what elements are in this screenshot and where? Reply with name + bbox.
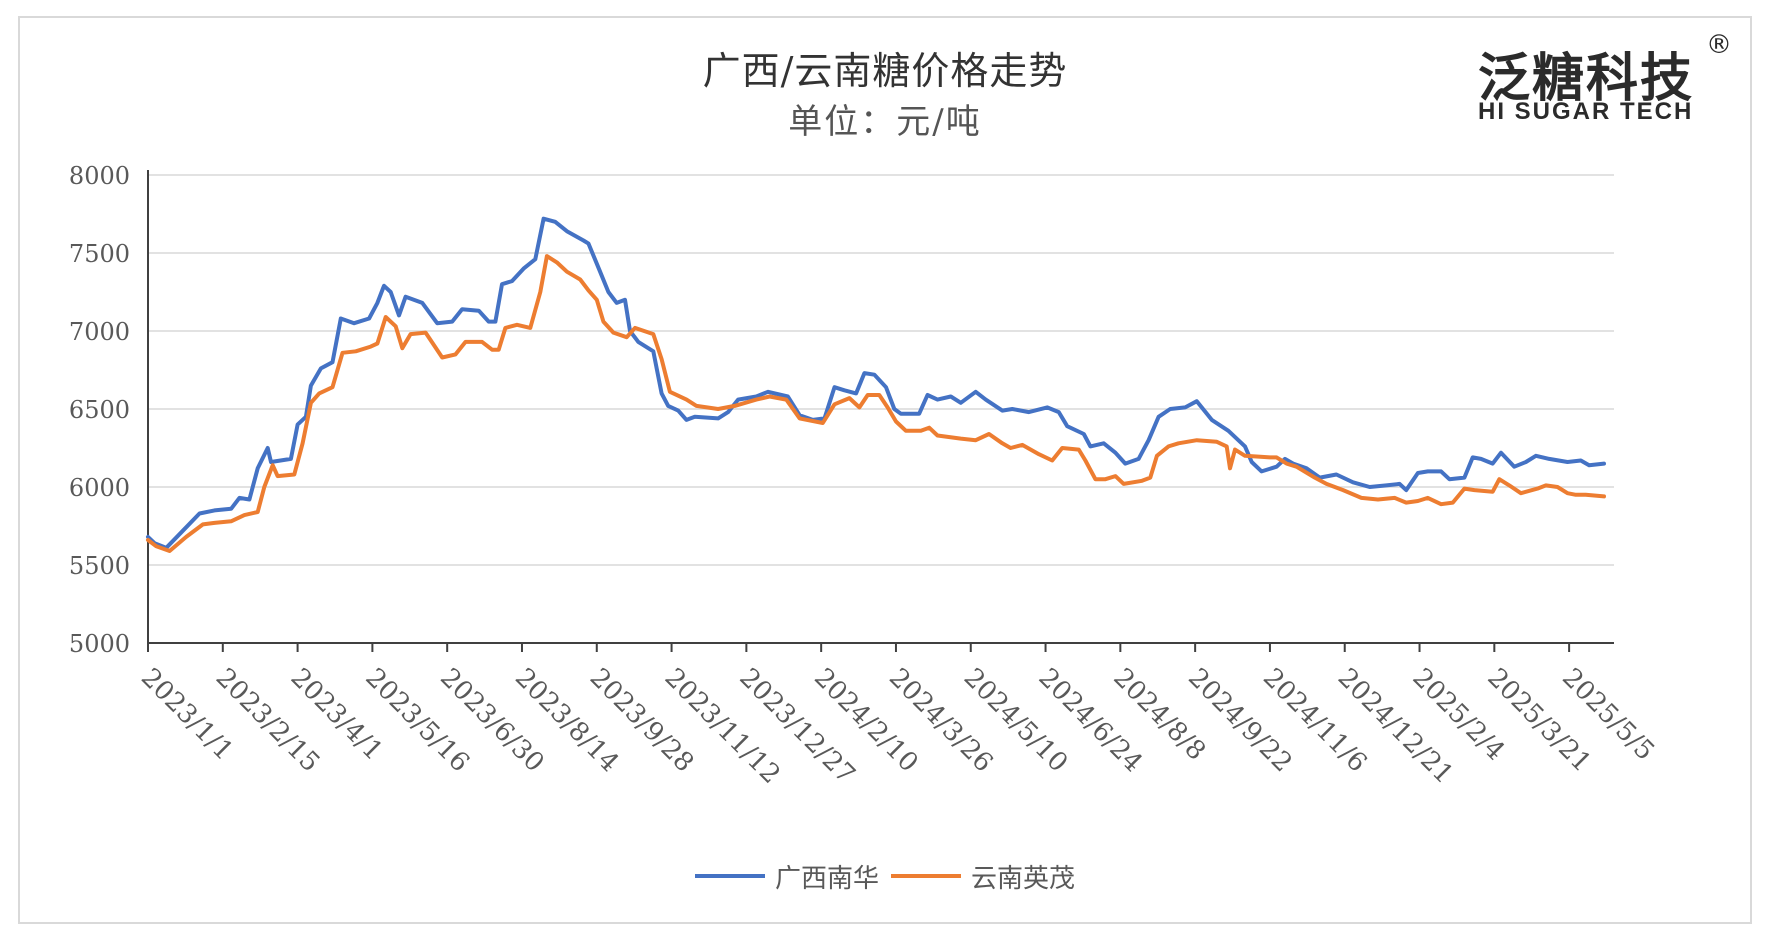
series-lines xyxy=(146,216,1606,553)
y-tick-label: 8000 xyxy=(69,162,130,190)
gridlines xyxy=(148,174,1614,566)
chart-legend: 广西南华 云南英茂 xyxy=(0,855,1770,895)
y-tick-label: 7500 xyxy=(69,240,130,268)
chart-subtitle: 单位：元/吨 xyxy=(788,102,982,142)
y-tick-label: 6500 xyxy=(69,396,130,424)
series-line-1 xyxy=(146,216,1606,550)
logo-chinese-text: 泛糖科技 xyxy=(1478,49,1695,109)
registered-mark-icon: ® xyxy=(1706,30,1732,60)
y-tick-label: 7000 xyxy=(69,318,130,346)
legend-label: 云南英茂 xyxy=(971,863,1076,894)
chart-frame xyxy=(18,16,1752,924)
series-line-2 xyxy=(146,254,1606,553)
brand-logo: 泛糖科技 ® HI SUGAR TECH xyxy=(1478,30,1738,126)
legend-item-2: 云南英茂 xyxy=(891,858,1075,895)
legend-swatch xyxy=(891,874,961,878)
legend-item-1: 广西南华 xyxy=(694,858,879,895)
chart-title: 广西/云南糖价格走势 xyxy=(702,49,1068,93)
y-tick-label: 6000 xyxy=(69,474,130,502)
y-tick-label: 5500 xyxy=(69,552,130,580)
legend-label: 广西南华 xyxy=(774,863,879,894)
legend-swatch xyxy=(694,874,765,878)
y-tick-label: 5000 xyxy=(69,630,130,658)
logo-english-text: HI SUGAR TECH xyxy=(1478,98,1694,125)
axes: 50005500600065007000750080002023/1/12023… xyxy=(69,162,1660,790)
